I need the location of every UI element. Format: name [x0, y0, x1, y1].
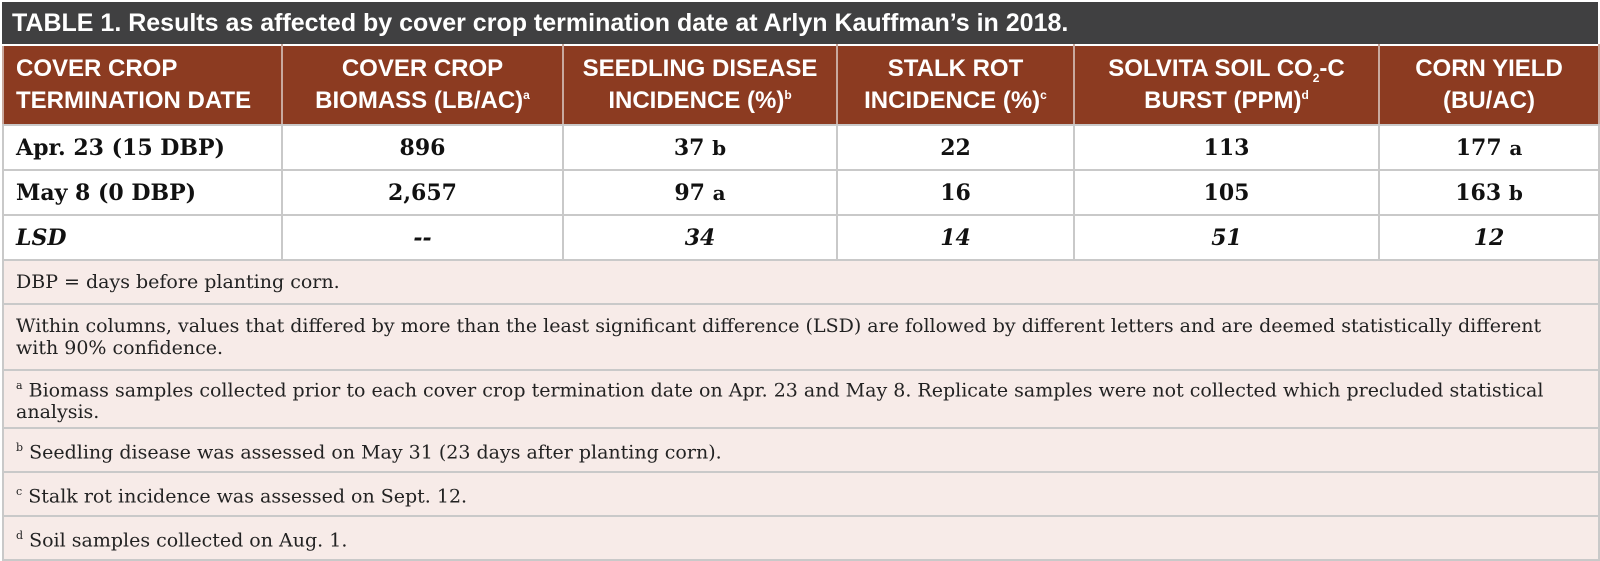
- cell-lsd-stalk: 14: [836, 214, 1075, 261]
- cell-lsd-solvita: 51: [1073, 214, 1380, 261]
- cell-seedling: 97 a: [562, 169, 838, 216]
- header-corn-yield: CORN YIELD (BU/AC): [1378, 44, 1600, 126]
- footnote-d: d Soil samples collected on Aug. 1.: [2, 515, 1600, 561]
- header-stalk-rot: STALK ROT INCIDENCE (%)c: [836, 44, 1075, 126]
- lsd-row: LSD -- 34 14 51 12: [2, 214, 1600, 261]
- footnote-row: c Stalk rot incidence was assessed on Se…: [2, 471, 1600, 518]
- cell-lsd-yield: 12: [1378, 214, 1600, 261]
- header-biomass: COVER CROP BIOMASS (LB/AC)a: [281, 44, 564, 126]
- footnote-b: b Seedling disease was assessed on May 3…: [2, 427, 1600, 474]
- cell-lsd-seedling: 34: [562, 214, 838, 261]
- cell-date: Apr. 23 (15 DBP): [2, 124, 283, 171]
- footnote-row: d Soil samples collected on Aug. 1.: [2, 515, 1600, 561]
- footnote-row: a Biomass samples collected prior to eac…: [2, 368, 1600, 430]
- cell-solvita: 113: [1073, 124, 1380, 171]
- cell-stalk: 22: [836, 124, 1075, 171]
- cell-yield: 177 a: [1378, 124, 1600, 171]
- cell-biomass: 2,657: [281, 169, 564, 216]
- cell-lsd-biomass: --: [281, 214, 564, 261]
- table-caption: Results as affected by cover crop termin…: [128, 9, 1069, 37]
- table-title: TABLE 1. Results as affected by cover cr…: [2, 2, 1598, 44]
- cell-seedling: 37 b: [562, 124, 838, 171]
- header-row: COVER CROP TERMINATION DATE COVER CROP BIO…: [2, 44, 1600, 126]
- cell-yield: 163 b: [1378, 169, 1600, 216]
- table-row: May 8 (0 DBP) 2,657 97 a 16 105 163 b: [2, 169, 1600, 216]
- footnote-row: b Seedling disease was assessed on May 3…: [2, 427, 1600, 474]
- footnote-c: c Stalk rot incidence was assessed on Se…: [2, 471, 1600, 518]
- results-table: COVER CROP TERMINATION DATE COVER CROP BIO…: [2, 44, 1600, 561]
- cell-date: May 8 (0 DBP): [2, 169, 283, 216]
- table-number: TABLE 1.: [12, 9, 122, 37]
- footnote-dbp: DBP = days before planting corn.: [2, 259, 1600, 305]
- footnote-a: a Biomass samples collected prior to eac…: [2, 368, 1600, 430]
- footnote-lsd: Within columns, values that differed by …: [2, 303, 1600, 371]
- cell-stalk: 16: [836, 169, 1075, 216]
- footnote-row: DBP = days before planting corn.: [2, 259, 1600, 305]
- header-solvita: SOLVITA SOIL CO2-C BURST (PPM)d: [1073, 44, 1380, 126]
- cell-solvita: 105: [1073, 169, 1380, 216]
- header-seedling-disease: SEEDLING DISEASE INCIDENCE (%)b: [562, 44, 838, 126]
- cell-lsd-label: LSD: [2, 214, 283, 261]
- header-termination-date: COVER CROP TERMINATION DATE: [2, 44, 283, 126]
- table-row: Apr. 23 (15 DBP) 896 37 b 22 113 177 a: [2, 124, 1600, 171]
- cell-biomass: 896: [281, 124, 564, 171]
- footnote-row: Within columns, values that differed by …: [2, 303, 1600, 371]
